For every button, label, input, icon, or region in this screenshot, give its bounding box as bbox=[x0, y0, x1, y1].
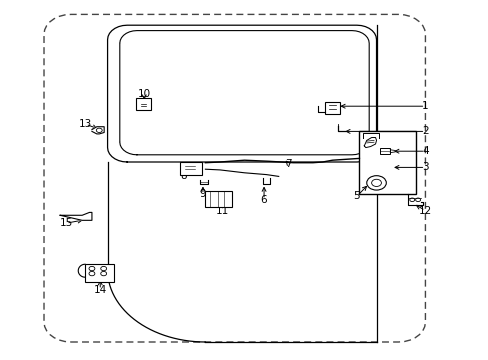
Text: 2: 2 bbox=[421, 126, 428, 136]
Text: 13: 13 bbox=[79, 119, 92, 129]
Text: 1: 1 bbox=[421, 101, 428, 111]
FancyBboxPatch shape bbox=[136, 98, 150, 110]
Bar bbox=[205, 191, 232, 207]
FancyBboxPatch shape bbox=[325, 102, 339, 114]
Text: 11: 11 bbox=[215, 206, 229, 216]
Text: 7: 7 bbox=[285, 159, 291, 169]
Text: 6: 6 bbox=[260, 195, 267, 205]
Text: 10: 10 bbox=[138, 89, 150, 99]
Text: 9: 9 bbox=[199, 189, 206, 199]
Text: 15: 15 bbox=[59, 218, 73, 228]
Polygon shape bbox=[92, 127, 104, 134]
Bar bbox=[85, 264, 114, 282]
Text: 12: 12 bbox=[418, 206, 431, 216]
Text: 3: 3 bbox=[421, 162, 428, 172]
Text: 5: 5 bbox=[353, 191, 360, 201]
Bar bbox=[180, 162, 202, 175]
Polygon shape bbox=[364, 138, 376, 148]
Text: 8: 8 bbox=[180, 171, 186, 181]
Bar bbox=[380, 148, 389, 154]
Bar bbox=[359, 131, 415, 194]
Polygon shape bbox=[60, 212, 92, 220]
Text: 4: 4 bbox=[421, 146, 428, 156]
Text: 14: 14 bbox=[93, 285, 107, 295]
